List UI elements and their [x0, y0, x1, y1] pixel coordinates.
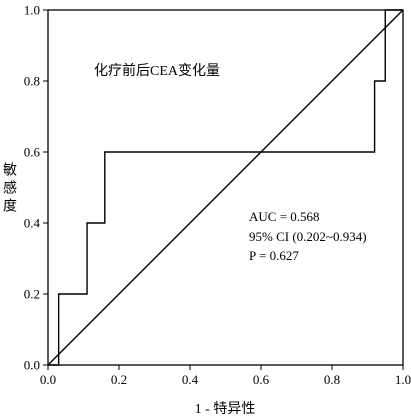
annotation-p: P = 0.627 [249, 248, 299, 263]
y-axis-label-char: 感 [3, 180, 17, 197]
annotation-auc: AUC = 0.568 [249, 209, 320, 224]
x-tick-label: 0.8 [324, 372, 340, 387]
chart-title: 化疗前后CEA变化量 [94, 62, 220, 79]
x-tick-label: 0.0 [40, 372, 56, 387]
y-tick-label: 0.4 [24, 216, 41, 231]
annotation-ci: 95% CI (0.202~0.934) [249, 229, 367, 244]
reference-diagonal-line [47, 9, 404, 366]
ticks-group: 0.0 0.2 0.4 0.6 0.8 1.0 0.0 0.2 0.4 0.6 0.8 1.0 [24, 3, 411, 388]
y-tick-label: 0.8 [24, 74, 40, 89]
y-axis-label-char: 度 [3, 199, 17, 215]
x-tick-label: 0.4 [182, 372, 199, 387]
x-axis-label: 1 - 特异性 [195, 401, 256, 417]
x-tick-label: 0.6 [253, 372, 270, 387]
y-tick-label: 1.0 [24, 3, 40, 18]
x-tick-label: 0.2 [111, 372, 127, 387]
y-tick-label: 0.0 [24, 358, 40, 373]
y-axis-label-char: 敏 [3, 163, 17, 179]
roc-curve-line [48, 9, 403, 366]
y-tick-label: 0.6 [24, 145, 41, 160]
x-tick-label: 1.0 [395, 372, 411, 387]
plot-frame [47, 9, 404, 366]
series-group [47, 9, 404, 366]
axes-group [47, 9, 404, 366]
y-tick-label: 0.2 [24, 287, 40, 302]
y-axis-label: 敏感度 [3, 163, 17, 215]
